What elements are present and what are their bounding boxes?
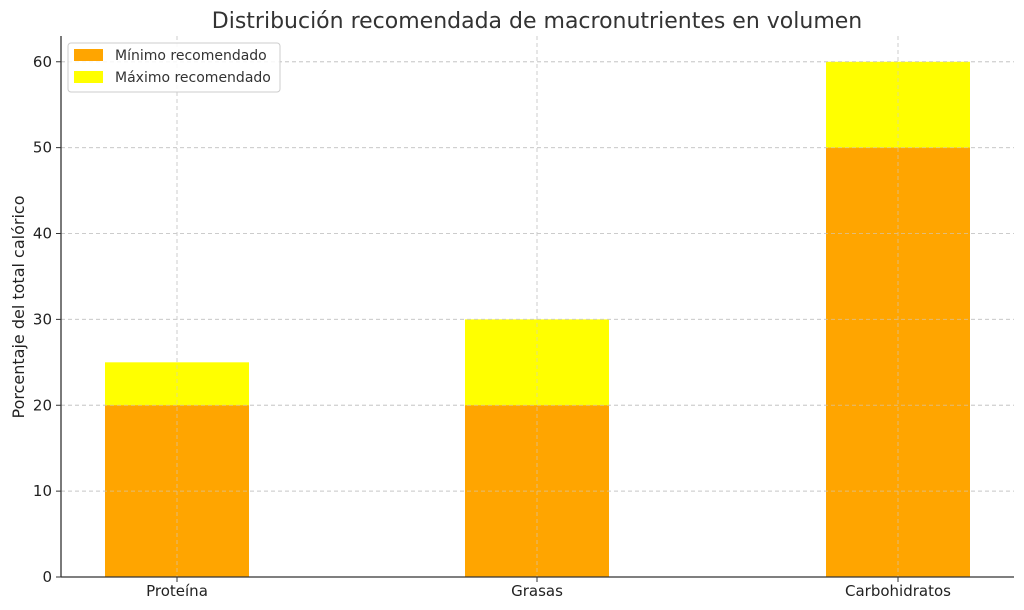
legend: Mínimo recomendado Máximo recomendado (67, 42, 281, 93)
y-tick-label: 40 (33, 225, 52, 243)
y-tick-label: 50 (33, 139, 52, 157)
legend-label-min: Mínimo recomendado (115, 48, 267, 64)
y-tick-label: 30 (33, 310, 52, 328)
legend-swatch-max (74, 71, 103, 83)
x-tick-label: Carbohidratos (845, 582, 951, 600)
x-tick-label: Proteína (146, 582, 208, 600)
y-tick-label: 0 (42, 568, 52, 586)
legend-swatch-min (74, 49, 103, 61)
chart-title: Distribución recomendada de macronutrien… (212, 9, 862, 34)
y-tick-label: 10 (33, 482, 52, 500)
x-ticks: Proteína Grasas Carbohidratos (146, 577, 951, 600)
x-tick-label: Grasas (511, 582, 563, 600)
y-axis-label: Porcentaje del total calórico (9, 196, 28, 419)
legend-label-max: Máximo recomendado (115, 70, 271, 86)
y-tick-label: 60 (33, 53, 52, 71)
legend-frame (67, 42, 281, 93)
y-ticks: 0 10 20 30 40 50 60 (33, 53, 61, 586)
y-tick-label: 20 (33, 396, 52, 414)
